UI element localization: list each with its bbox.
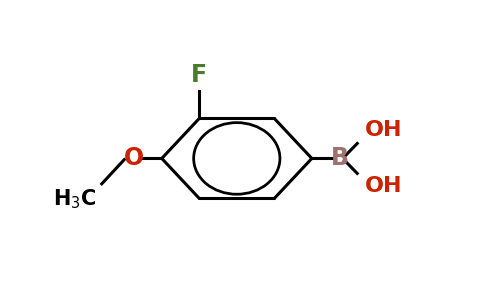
Text: OH: OH (365, 176, 402, 196)
Text: F: F (191, 63, 207, 87)
Text: B: B (331, 146, 349, 170)
Text: OH: OH (365, 121, 402, 140)
Text: H$_3$C: H$_3$C (53, 187, 96, 211)
Text: O: O (123, 146, 144, 170)
